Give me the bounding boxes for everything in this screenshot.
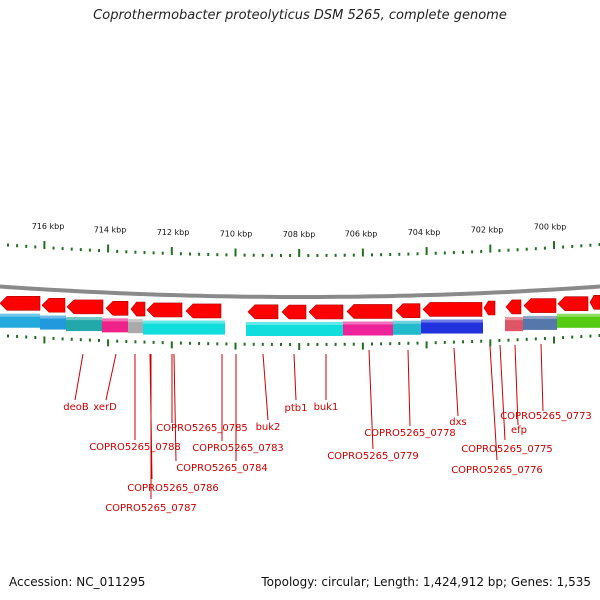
feature-highlight	[343, 321, 393, 325]
cds-arrow	[247, 304, 279, 320]
gene-label: COPRO5265_0785	[156, 423, 248, 434]
gene-label: buk2	[256, 422, 281, 433]
kbp-tick-label: 712 kbp	[157, 228, 190, 237]
gene-leader-line	[262, 353, 269, 421]
gene-leader-line	[514, 344, 519, 426]
gene-label: COPRO5265_0786	[127, 483, 219, 494]
feature-highlight	[393, 320, 421, 324]
gene-label: efp	[511, 425, 527, 436]
cds-arrow	[395, 303, 421, 319]
kbp-tick-label: 702 kbp	[471, 226, 504, 235]
kbp-tick-label: 710 kbp	[220, 229, 253, 238]
gene-label: COPRO5265_0776	[451, 465, 543, 476]
gene-leader-line	[499, 344, 506, 441]
feature-block	[557, 313, 600, 328]
feature-block	[523, 315, 557, 330]
feature-tracks	[0, 295, 600, 336]
cds-arrow	[41, 297, 66, 313]
accession-text: Accession: NC_011295	[9, 575, 146, 589]
gene-leader-line	[453, 347, 459, 417]
feature-block	[343, 321, 393, 336]
gene-label: COPRO5265_0779	[327, 451, 419, 462]
feature-block	[40, 315, 66, 330]
gene-label: COPRO5265_0783	[192, 443, 284, 454]
lower-ticks	[7, 334, 600, 350]
gene-label: COPRO5265_0775	[461, 444, 553, 455]
feature-block	[505, 317, 523, 332]
cds-arrow	[185, 303, 222, 319]
feature-block	[66, 317, 102, 332]
kbp-scale: 716 kbp 714 kbp 712 kbp 710 kbp 708 kbp 706 k…	[7, 222, 600, 257]
gene-leader-line	[173, 353, 177, 462]
cds-arrow	[523, 298, 557, 313]
gene-label: COPRO5265_0778	[364, 428, 456, 439]
kbp-tick-label: 704 kbp	[408, 228, 441, 237]
gene-label: xerD	[93, 402, 117, 413]
feature-block	[393, 320, 421, 335]
cds-arrow	[308, 304, 344, 320]
gene-label: COPRO5265_0788	[89, 442, 181, 453]
feature-block	[102, 318, 128, 333]
feature-highlight	[421, 319, 483, 323]
cds-arrow	[130, 301, 146, 317]
genome-summary-text: Topology: circular; Length: 1,424,912 bp…	[261, 575, 591, 589]
gene-leader-line	[407, 349, 411, 427]
cds-arrow	[346, 304, 393, 319]
cds-arrow	[105, 300, 129, 316]
feature-highlight	[102, 318, 128, 322]
kbp-tick-label: 716 kbp	[32, 222, 65, 231]
feature-highlight	[0, 313, 40, 317]
cds-arrow	[557, 296, 589, 312]
cds-arrow	[0, 295, 41, 311]
gene-leader-line	[489, 345, 498, 461]
gene-label: buk1	[314, 402, 339, 413]
kbp-tick-label: 706 kbp	[345, 230, 378, 239]
feature-highlight	[40, 315, 66, 319]
feature-highlight	[505, 317, 523, 321]
gene-label: COPRO5265_0784	[176, 463, 268, 474]
map-title: Coprothermobacter proteolyticus DSM 5265…	[93, 8, 507, 23]
genome-backbone	[0, 284, 600, 299]
cds-arrow	[483, 300, 496, 316]
feature-highlight	[523, 315, 557, 319]
gene-label: deoB	[63, 402, 89, 413]
gene-label: ptb1	[285, 403, 308, 414]
cds-arrow	[422, 302, 483, 317]
feature-block	[0, 313, 40, 328]
feature-block	[246, 321, 343, 336]
gene-leader-line	[368, 349, 374, 450]
cds-arrow	[589, 295, 600, 310]
gene-leader-line	[540, 343, 544, 412]
cds-arrow	[66, 299, 104, 315]
cds-arrow	[146, 302, 183, 318]
gene-label: COPRO5265_0787	[105, 503, 197, 514]
feature-highlight	[143, 320, 225, 324]
gene-label: dxs	[449, 417, 466, 428]
feature-highlight	[128, 319, 143, 323]
kbp-tick-label: 700 kbp	[534, 222, 567, 231]
cds-arrow	[505, 299, 522, 315]
cds-arrow	[281, 304, 307, 320]
feature-block	[143, 320, 225, 335]
gene-leader-line	[74, 353, 84, 401]
feature-highlight	[557, 313, 600, 317]
feature-block	[128, 319, 143, 334]
backbone-line	[0, 284, 600, 299]
feature-highlight	[66, 317, 102, 321]
feature-block	[421, 319, 483, 334]
kbp-tick-label: 714 kbp	[94, 226, 127, 235]
gene-label: COPRO5265_0773	[500, 411, 592, 422]
gene-leader-line	[293, 353, 297, 401]
kbp-tick-label: 708 kbp	[283, 230, 316, 239]
gene-leader-line	[105, 353, 117, 401]
gene-label-layer: deoB xerD COPRO5265_0788 COPRO5265_0786 COPR…	[63, 343, 592, 514]
feature-highlight	[246, 321, 343, 325]
